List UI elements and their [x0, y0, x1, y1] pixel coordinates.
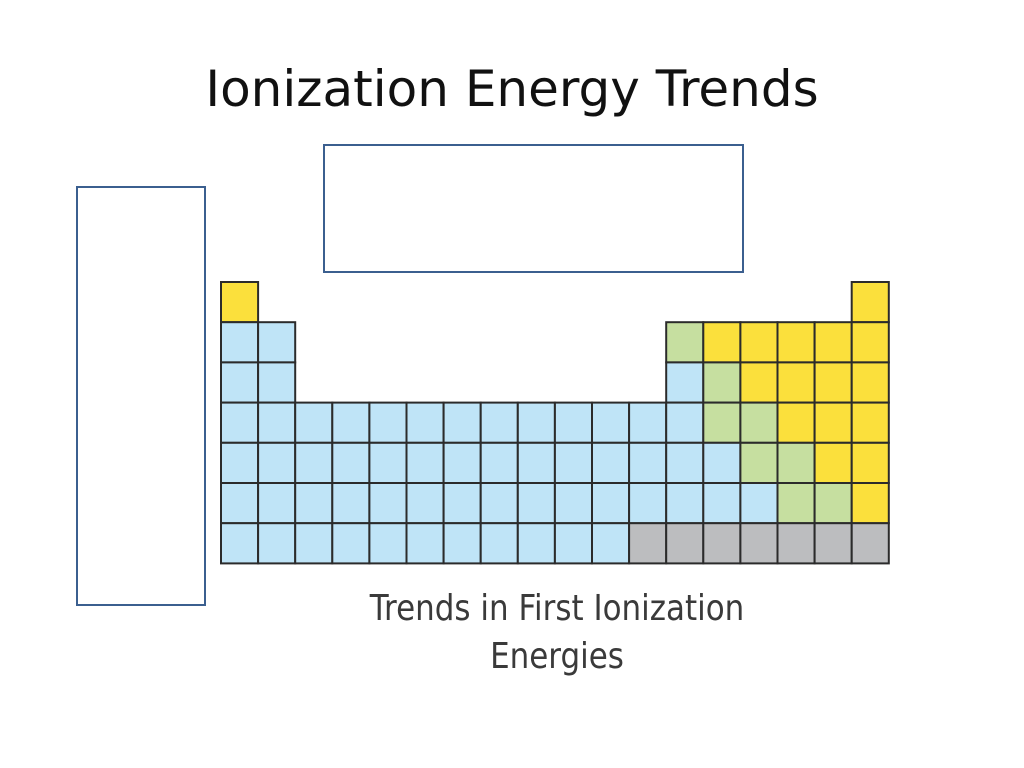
element-cell-gray — [813, 522, 853, 565]
element-cell-blue — [368, 482, 408, 525]
element-cell-blue — [368, 522, 408, 565]
element-cell-blue — [294, 482, 334, 525]
element-cell-blue — [628, 441, 668, 484]
element-cell-blue — [442, 401, 482, 444]
element-cell-blue — [665, 482, 705, 525]
element-cell-yellow — [850, 281, 890, 324]
element-cell-blue — [553, 441, 594, 484]
element-cell-gray — [850, 522, 890, 565]
element-cell-blue — [479, 401, 519, 444]
element-cell-blue — [442, 522, 482, 565]
element-cell-yellow — [813, 321, 853, 364]
element-cell-blue — [628, 401, 668, 444]
element-cell-blue — [220, 361, 260, 404]
figure-caption: Trends in First Ionization Energies — [336, 585, 778, 681]
element-cell-blue — [665, 361, 705, 404]
element-cell-blue — [220, 321, 260, 364]
element-cell-green — [776, 441, 816, 484]
element-cell-blue — [331, 522, 371, 565]
element-cell-gray — [665, 522, 705, 565]
element-cell-yellow — [850, 441, 890, 484]
slide-title: Ionization Energy Trends — [205, 60, 819, 118]
element-cell-blue — [442, 441, 482, 484]
element-cell-blue — [257, 361, 297, 404]
element-cell-blue — [220, 441, 260, 484]
element-cell-yellow — [813, 361, 853, 404]
element-cell-gray — [739, 522, 779, 565]
element-cell-blue — [294, 522, 334, 565]
element-cell-blue — [516, 401, 556, 444]
element-cell-blue — [220, 522, 260, 565]
element-cell-blue — [516, 482, 556, 525]
element-cell-yellow — [776, 401, 816, 444]
element-cell-blue — [665, 441, 705, 484]
element-cell-green — [702, 361, 742, 404]
element-cell-blue — [665, 401, 705, 444]
element-cell-blue — [591, 401, 631, 444]
element-cell-green — [739, 401, 779, 444]
element-cell-blue — [479, 441, 519, 484]
element-cell-blue — [702, 482, 742, 525]
element-cell-blue — [220, 401, 260, 444]
element-cell-blue — [331, 401, 371, 444]
element-cell-blue — [553, 522, 594, 565]
element-cell-blue — [257, 522, 297, 565]
element-cell-blue — [405, 441, 445, 484]
element-cell-yellow — [850, 482, 890, 525]
element-cell-blue — [739, 482, 779, 525]
element-cell-green — [813, 482, 853, 525]
element-cell-yellow — [702, 321, 742, 364]
element-cell-blue — [591, 441, 631, 484]
element-cell-blue — [591, 522, 631, 565]
caption-line-1: Trends in First Ionization — [369, 588, 745, 629]
element-cell-yellow — [850, 321, 890, 364]
element-cell-blue — [702, 441, 742, 484]
element-cell-green — [739, 441, 779, 484]
element-cell-blue — [331, 482, 371, 525]
element-cell-blue — [553, 401, 594, 444]
answer-box-horizontal-trend[interactable] — [323, 144, 744, 273]
element-cell-blue — [479, 482, 519, 525]
element-cell-yellow — [813, 441, 853, 484]
element-cell-yellow — [850, 401, 890, 444]
element-cell-gray — [702, 522, 742, 565]
element-cell-blue — [628, 482, 668, 525]
element-cell-blue — [331, 441, 371, 484]
element-cell-yellow — [220, 281, 260, 324]
element-cell-yellow — [813, 401, 853, 444]
element-cell-yellow — [776, 321, 816, 364]
element-cell-green — [776, 482, 816, 525]
element-cell-gray — [628, 522, 668, 565]
element-cell-yellow — [776, 361, 816, 404]
element-cell-yellow — [739, 361, 779, 404]
caption-line-2: Energies — [490, 636, 624, 677]
element-cell-blue — [516, 441, 556, 484]
answer-box-vertical-trend[interactable] — [76, 186, 206, 606]
element-cell-blue — [442, 482, 482, 525]
element-cell-blue — [516, 522, 556, 565]
element-cell-blue — [220, 482, 260, 525]
element-cell-blue — [479, 522, 519, 565]
element-cell-blue — [294, 401, 334, 444]
element-cell-blue — [553, 482, 594, 525]
element-cell-blue — [368, 441, 408, 484]
element-cell-green — [665, 321, 705, 364]
element-cell-blue — [257, 441, 297, 484]
element-cell-gray — [776, 522, 816, 565]
element-cell-yellow — [739, 321, 779, 364]
element-cell-green — [702, 401, 742, 444]
element-cell-blue — [591, 482, 631, 525]
element-cell-blue — [257, 482, 297, 525]
element-cell-blue — [405, 522, 445, 565]
element-cell-blue — [257, 321, 297, 364]
element-cell-blue — [405, 401, 445, 444]
element-cell-blue — [257, 401, 297, 444]
element-cell-blue — [294, 441, 334, 484]
element-cell-yellow — [850, 361, 890, 404]
element-cell-blue — [368, 401, 408, 444]
element-cell-blue — [405, 482, 445, 525]
